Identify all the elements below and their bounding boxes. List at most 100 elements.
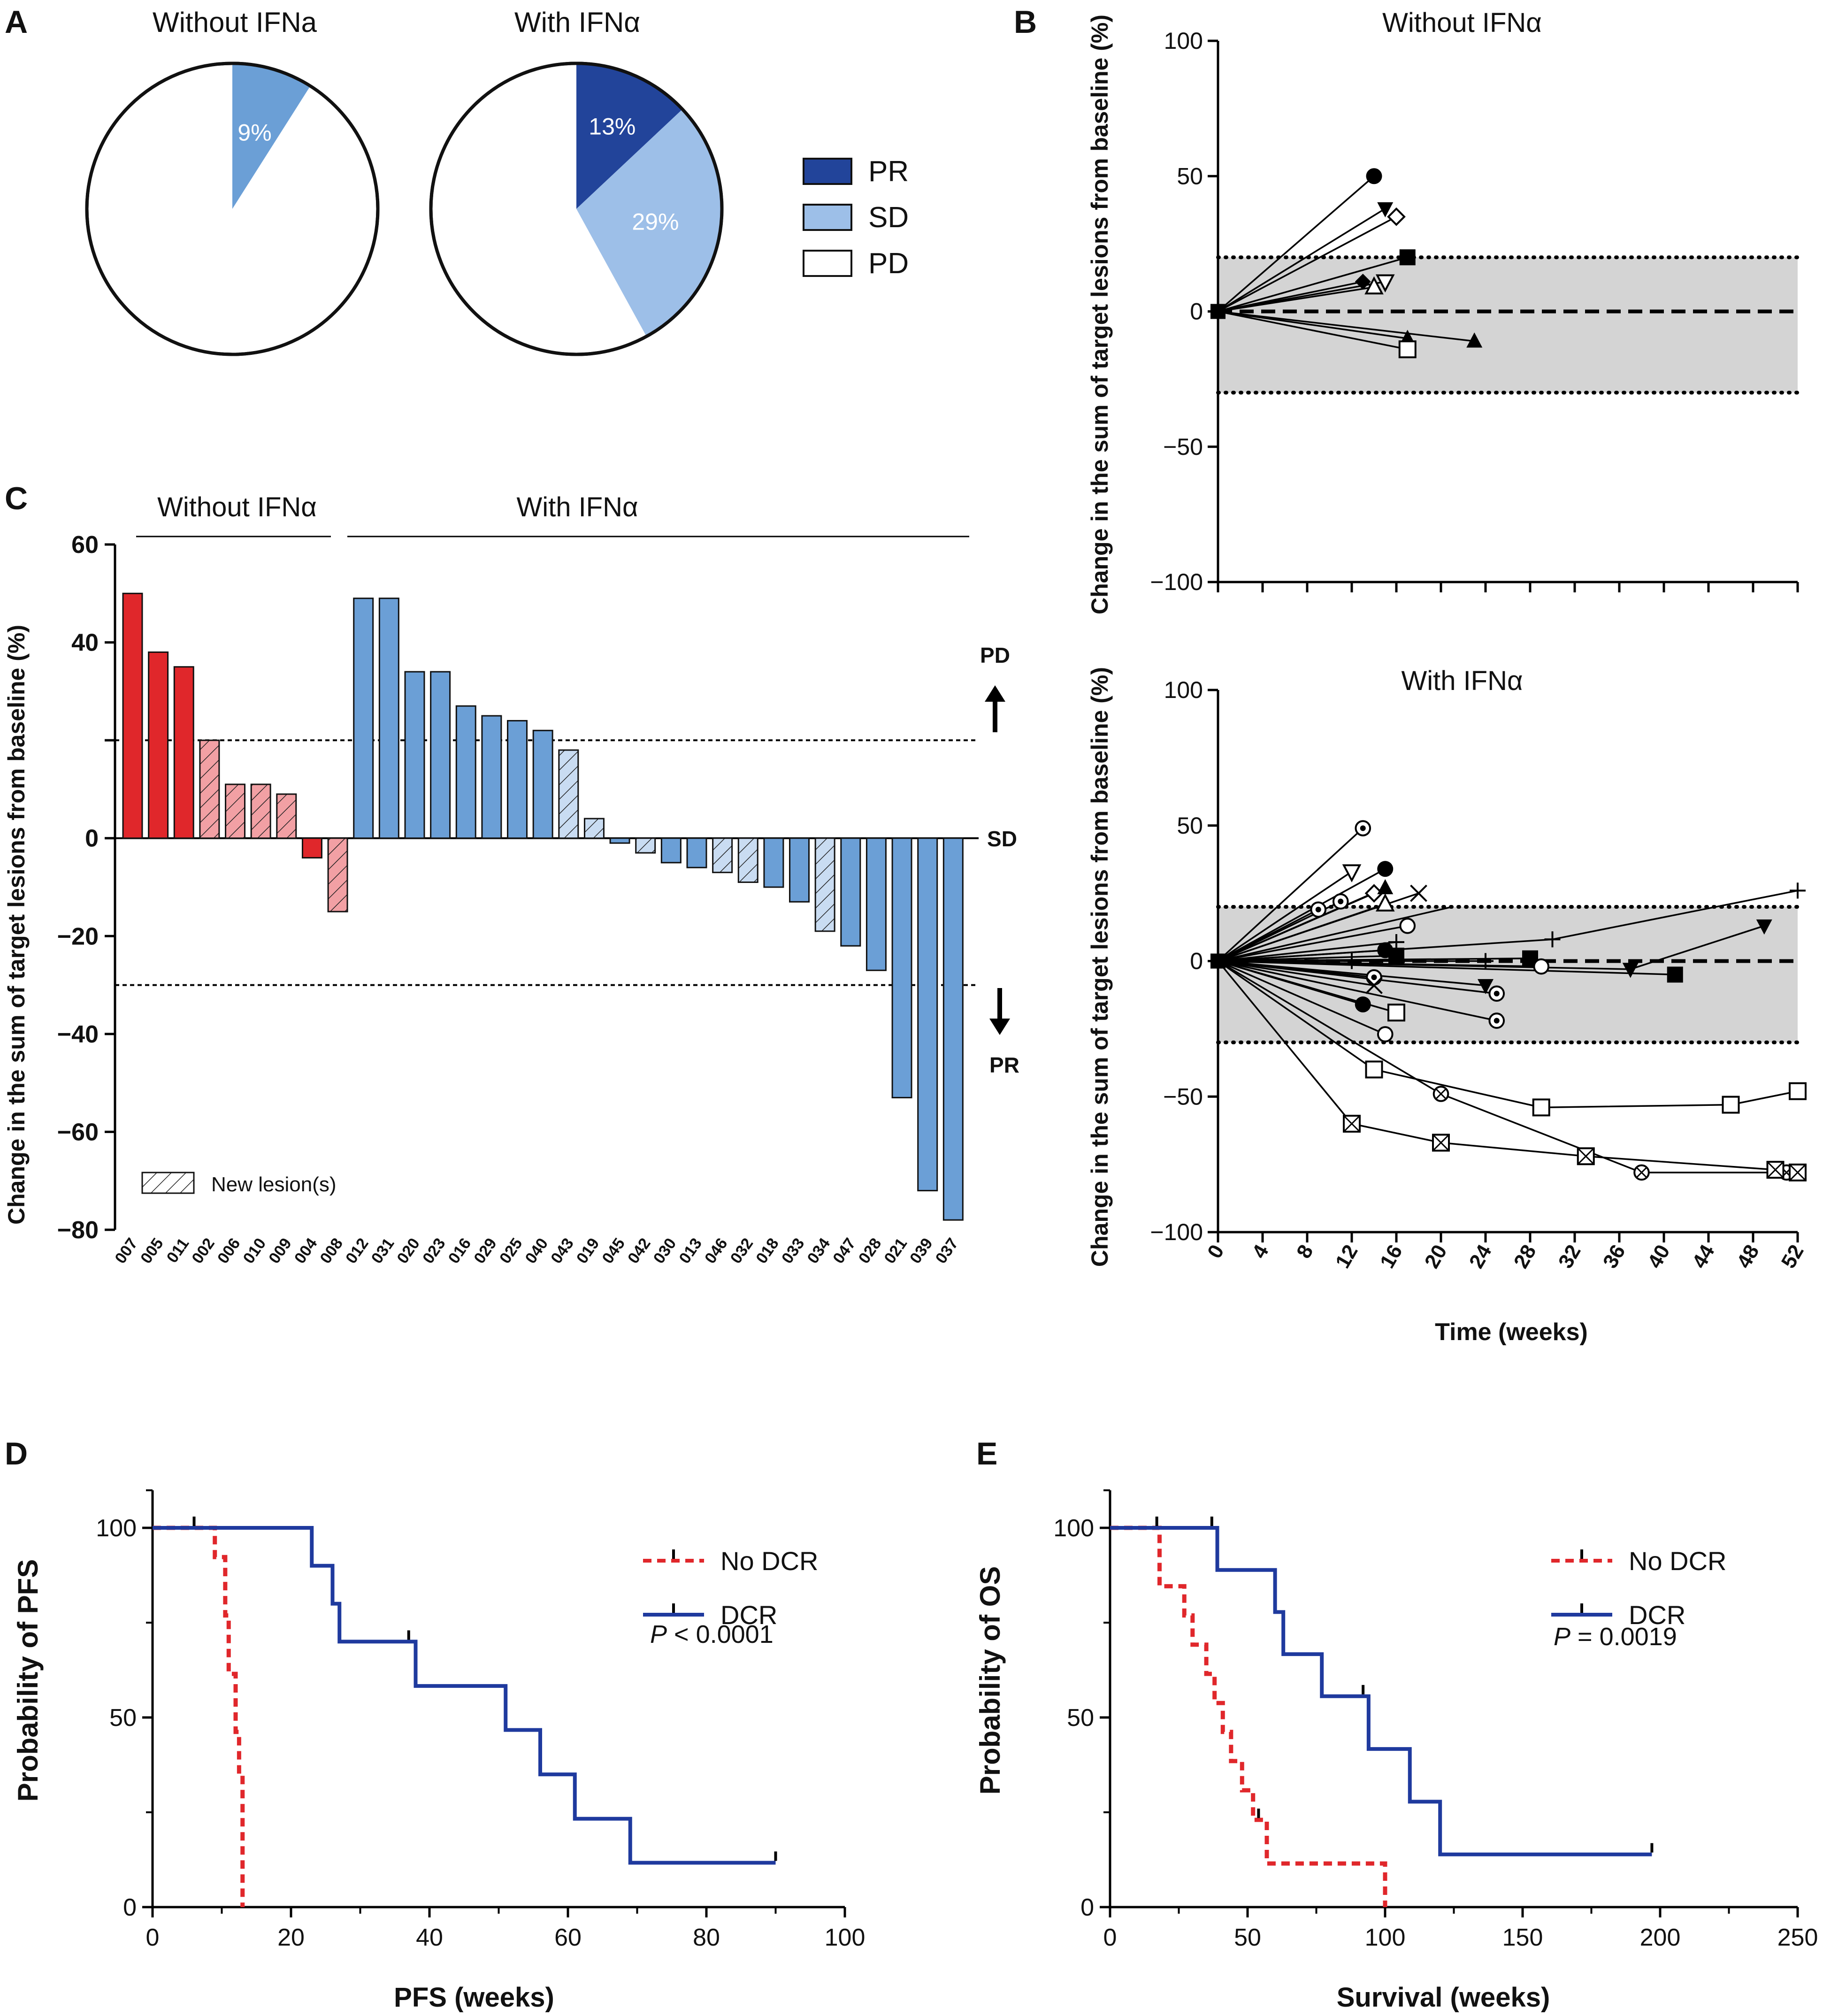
spider-line xyxy=(1218,925,1408,962)
bar-label-019: 019 xyxy=(573,1235,603,1267)
bar-023 xyxy=(430,671,451,839)
x-tick-label: 20 xyxy=(277,1924,305,1951)
bar-013 xyxy=(686,837,707,868)
x-tick-label: 12 xyxy=(1331,1241,1363,1272)
panel-label-a: A xyxy=(5,4,28,40)
panel-e-os: Probability of OS Survival (weeks) P = 0… xyxy=(974,1489,1818,2013)
pie-with-ifna: 13% 29% xyxy=(429,61,724,356)
spider-line xyxy=(1218,310,1408,339)
panel-label-e: E xyxy=(976,1436,997,1472)
y-tick-label: −50 xyxy=(1163,1083,1203,1110)
b1-title: Without IFNα xyxy=(1382,8,1542,38)
bar-008 xyxy=(327,837,348,912)
y-tick-label: −40 xyxy=(57,1021,99,1048)
c-group-without: Without IFNα xyxy=(157,492,317,522)
marker-x xyxy=(1343,1115,1361,1133)
marker xyxy=(1377,861,1394,877)
y-tick-label: 0 xyxy=(85,825,99,852)
marker-dot xyxy=(1494,1018,1500,1024)
x-tick-label: 28 xyxy=(1509,1241,1541,1272)
pie-without-ifna: 9% xyxy=(85,61,380,356)
bar-label-040: 040 xyxy=(522,1235,552,1267)
panel-label-b: B xyxy=(1014,4,1037,40)
bar-label-020: 020 xyxy=(393,1235,423,1267)
bar-label-008: 008 xyxy=(316,1235,346,1267)
y-tick-label: −100 xyxy=(1150,1219,1203,1245)
spider-line xyxy=(1218,960,1787,1173)
panel-label-d: D xyxy=(5,1436,28,1472)
x-tick-label: 200 xyxy=(1640,1924,1681,1951)
marker xyxy=(1667,966,1683,983)
panel-b-with-ifna: With IFNα Change in the sum of target le… xyxy=(1087,666,1808,1346)
bar-label-030: 030 xyxy=(650,1235,680,1267)
x-tick-label: 60 xyxy=(554,1924,582,1951)
marker-x xyxy=(1789,1164,1807,1181)
bar-label-031: 031 xyxy=(368,1235,398,1267)
marker xyxy=(1466,332,1483,348)
legend-label-pr: PR xyxy=(868,155,909,188)
legend-swatch-pr xyxy=(803,158,852,185)
bar-label-032: 032 xyxy=(727,1235,757,1267)
e-pvalue: P = 0.0019 xyxy=(1554,1623,1677,1651)
bar-021 xyxy=(891,837,912,1098)
y-tick-label: 0 xyxy=(1190,948,1203,974)
bar-label-047: 047 xyxy=(829,1235,859,1267)
x-tick-label: 36 xyxy=(1599,1241,1630,1272)
c-label-pr: PR xyxy=(989,1053,1019,1077)
marker-dot xyxy=(1371,974,1377,981)
pie-slice-sd xyxy=(576,109,722,337)
bar-label-004: 004 xyxy=(291,1235,321,1267)
x-tick-label: 250 xyxy=(1777,1924,1818,1951)
legend-label-dcr: DCR xyxy=(1629,1600,1685,1630)
x-tick-label: 0 xyxy=(146,1924,160,1951)
bar-label-034: 034 xyxy=(804,1235,834,1267)
marker xyxy=(1210,953,1226,969)
marker xyxy=(1756,919,1772,935)
y-tick-label: 0 xyxy=(123,1894,137,1921)
y-tick-label: 100 xyxy=(1164,28,1203,54)
bar-011 xyxy=(173,666,194,839)
marker-dot xyxy=(1338,898,1344,905)
marker-x xyxy=(1636,1167,1647,1178)
bar-label-007: 007 xyxy=(111,1235,141,1267)
bar-018 xyxy=(763,837,784,888)
marker xyxy=(1399,249,1416,266)
marker xyxy=(1375,893,1395,912)
bar-042 xyxy=(635,837,656,854)
km-curve-dcr xyxy=(1110,1526,1652,1856)
marker xyxy=(1387,207,1406,226)
bar-label-025: 025 xyxy=(496,1235,526,1267)
b1-ylabel: Change in the sum of target lesions from… xyxy=(1087,15,1113,614)
bar-label-005: 005 xyxy=(137,1235,167,1267)
panel-b-without-ifna: Without IFNα Change in the sum of target… xyxy=(1087,8,1800,614)
c-ylabel: Change in the sum of target lesions from… xyxy=(3,625,30,1225)
pie-without-title: Without IFNa xyxy=(153,7,317,38)
marker xyxy=(1375,274,1395,293)
pie-border xyxy=(429,61,724,356)
marker-dot xyxy=(1494,990,1500,997)
bar-label-037: 037 xyxy=(932,1235,962,1267)
spider-line xyxy=(1218,903,1386,962)
x-tick-label: 80 xyxy=(693,1924,720,1951)
x-tick-label: 40 xyxy=(1643,1241,1675,1272)
y-tick-label: 100 xyxy=(1053,1515,1094,1542)
pie-slice-sd xyxy=(232,63,311,209)
bar-006 xyxy=(225,783,246,839)
marker-dot xyxy=(1315,906,1321,912)
bar-label-006: 006 xyxy=(214,1235,244,1267)
legend-label-no-dcr: No DCR xyxy=(1629,1546,1726,1576)
panel-a-pies: Without IFNa With IFNα 9% 13% 29% PR SD PD xyxy=(85,7,909,356)
x-tick-label: 50 xyxy=(1234,1924,1261,1951)
marker xyxy=(1388,934,1404,951)
bar-040 xyxy=(532,729,553,839)
y-tick-label: 40 xyxy=(71,629,99,657)
bar-label-011: 011 xyxy=(163,1235,193,1266)
x-tick-label: 32 xyxy=(1554,1241,1586,1272)
panel-c-waterfall: Without IFNα With IFNα Change in the sum… xyxy=(3,492,1019,1267)
legend-label-sd: SD xyxy=(868,201,909,234)
bar-039 xyxy=(917,837,938,1192)
c-group-with: With IFNα xyxy=(516,492,638,522)
bar-032 xyxy=(737,837,758,883)
c-label-pd: PD xyxy=(980,643,1010,667)
x-tick-label: 40 xyxy=(416,1924,443,1951)
